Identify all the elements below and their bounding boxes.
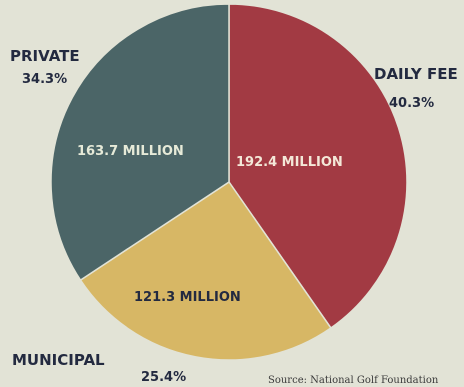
value-label-municipal: 121.3 MILLION [134,290,241,305]
category-label-private: PRIVATE [10,47,80,65]
percent-label-private: 34.3% [22,72,67,87]
pie-slice-private [50,3,230,282]
value-label-private: 163.7 MILLION [77,144,184,159]
percent-label-municipal: 25.4% [141,370,186,385]
percent-label-daily-fee: 40.3% [389,96,434,111]
category-label-daily-fee: DAILY FEE [374,65,458,83]
pie-slice-municipal [79,180,332,361]
source-note: Source: National Golf Foundation [268,375,439,386]
category-label-municipal: MUNICIPAL [12,351,105,369]
pie-slices [50,3,408,361]
pie-slice-daily-fee [228,3,408,330]
value-label-daily-fee: 192.4 MILLION [236,155,343,170]
